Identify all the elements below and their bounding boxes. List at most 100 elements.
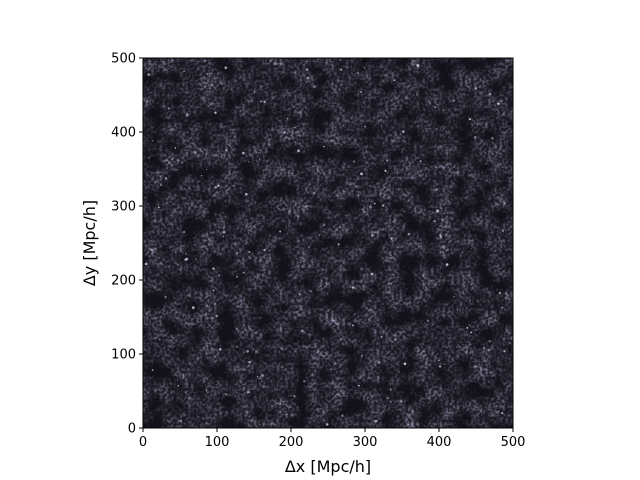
- density-field-texture: [143, 58, 513, 428]
- density-knot: [416, 64, 420, 67]
- density-knot: [483, 346, 485, 349]
- density-knot: [491, 137, 494, 140]
- density-knot: [402, 130, 405, 133]
- density-knot: [309, 290, 313, 293]
- density-knot: [401, 151, 403, 153]
- density-knot: [316, 134, 319, 138]
- density-knot: [340, 102, 342, 104]
- density-knot: [236, 328, 238, 330]
- density-knot: [354, 313, 356, 315]
- density-knot: [435, 188, 438, 191]
- density-knot: [213, 302, 217, 305]
- density-knot: [147, 81, 148, 83]
- density-knot: [242, 151, 245, 155]
- density-knot: [294, 126, 296, 129]
- density-knot: [377, 361, 381, 364]
- density-knot: [386, 396, 389, 400]
- density-knot: [206, 168, 208, 171]
- density-knot: [250, 230, 252, 232]
- density-knot: [427, 68, 429, 70]
- density-knot: [169, 345, 172, 348]
- density-knot: [224, 216, 227, 218]
- density-knot: [315, 276, 317, 278]
- density-knot: [501, 229, 505, 233]
- density-knot: [485, 163, 487, 165]
- density-knot: [269, 59, 272, 62]
- density-knot: [436, 209, 439, 213]
- density-knot: [235, 252, 239, 255]
- density-knot: [179, 419, 182, 423]
- density-knot: [144, 262, 148, 266]
- y-tick-label: 500: [111, 52, 136, 67]
- density-knot: [425, 140, 427, 142]
- density-knot: [505, 292, 507, 295]
- density-knot: [282, 138, 285, 141]
- density-knot: [340, 370, 343, 373]
- density-knot: [424, 166, 427, 169]
- density-knot: [439, 365, 442, 368]
- density-knot: [299, 215, 300, 217]
- density-knot: [358, 384, 360, 387]
- density-knot: [248, 154, 250, 156]
- density-knot: [296, 215, 300, 218]
- density-knot: [400, 400, 403, 403]
- density-knot: [394, 105, 397, 108]
- density-knot: [356, 71, 360, 75]
- density-knot: [474, 328, 477, 331]
- density-knot: [219, 348, 222, 351]
- density-knot: [369, 316, 371, 318]
- density-knot: [404, 210, 406, 212]
- density-knot: [393, 306, 395, 308]
- density-knot: [248, 361, 251, 364]
- density-knot: [183, 230, 186, 234]
- density-knot: [357, 194, 360, 197]
- density-knot: [503, 69, 505, 71]
- density-knot: [329, 368, 333, 371]
- density-knot: [455, 141, 457, 143]
- density-knot: [344, 142, 346, 144]
- y-tick-label: 100: [111, 348, 136, 363]
- density-knot: [361, 354, 364, 357]
- density-knot: [178, 105, 180, 107]
- density-knot: [293, 216, 295, 218]
- density-knot: [197, 357, 199, 359]
- density-knot: [298, 293, 301, 296]
- y-tick-label: 200: [111, 274, 136, 289]
- density-knot: [150, 99, 152, 101]
- density-knot: [477, 229, 479, 231]
- density-knot: [155, 396, 157, 398]
- density-knot: [200, 174, 203, 177]
- density-knot: [341, 414, 344, 417]
- density-knot: [165, 177, 168, 180]
- density-knot: [238, 164, 240, 166]
- density-knot: [471, 283, 473, 285]
- density-knot: [440, 127, 442, 129]
- density-knot: [360, 267, 363, 270]
- density-knot: [473, 135, 477, 139]
- density-knot: [504, 202, 506, 204]
- density-knot: [224, 393, 228, 396]
- density-knot: [205, 389, 208, 391]
- density-knot: [434, 106, 437, 109]
- density-knot: [472, 176, 475, 179]
- density-knot: [286, 117, 289, 120]
- density-knot: [159, 183, 163, 187]
- density-knot: [340, 266, 342, 268]
- density-knot: [457, 240, 460, 242]
- density-knot: [224, 66, 228, 70]
- density-knot: [435, 128, 438, 131]
- density-knot: [487, 348, 491, 352]
- density-knot: [214, 111, 217, 114]
- density-knot: [313, 85, 316, 88]
- density-knot: [503, 350, 506, 353]
- density-knot: [389, 388, 392, 390]
- density-knot: [393, 79, 396, 82]
- density-knot: [263, 100, 266, 103]
- density-knot: [496, 102, 500, 105]
- x-tick-label: 400: [427, 435, 452, 450]
- density-knot: [273, 196, 276, 198]
- density-knot: [325, 423, 329, 426]
- density-knot: [371, 234, 374, 237]
